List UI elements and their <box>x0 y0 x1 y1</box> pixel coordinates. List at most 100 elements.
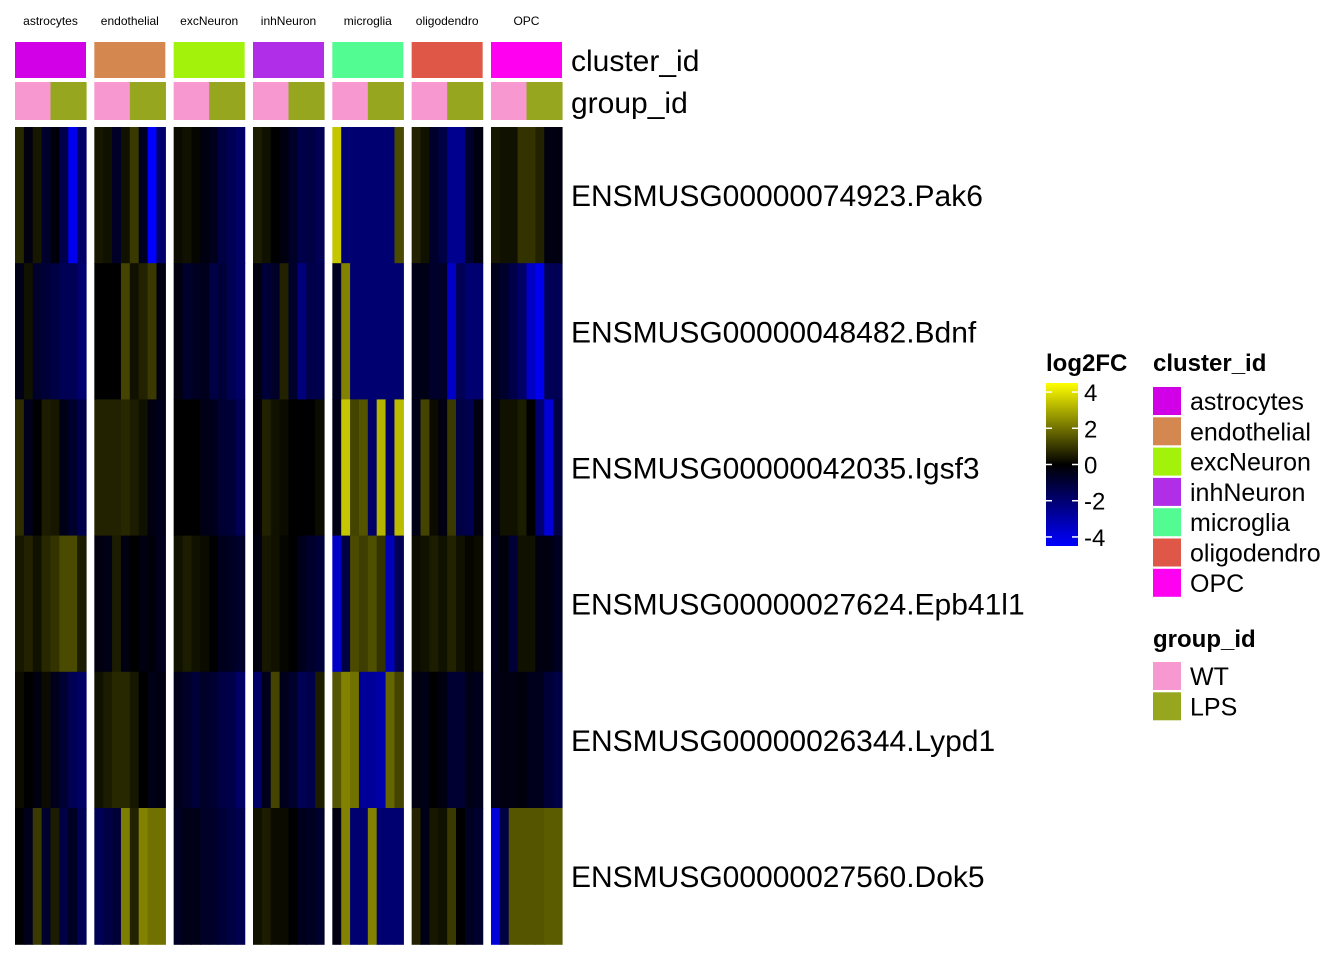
heatmap-cell <box>341 399 351 537</box>
heatmap-cell <box>332 671 342 809</box>
group-annotation-cell <box>438 82 448 120</box>
legend-label-microglia: microglia <box>1190 509 1290 537</box>
heatmap-cell <box>261 808 272 945</box>
heatmap-cell <box>297 535 307 673</box>
heatmap-cell <box>112 127 122 264</box>
heatmap-cell <box>226 808 237 945</box>
heatmap-cell <box>447 399 457 537</box>
heatmap-cell <box>261 263 272 400</box>
group-annotation-cell <box>173 82 184 120</box>
heatmap-cell <box>173 671 184 809</box>
heatmap-cell <box>429 399 439 537</box>
heatmap-cell <box>23 127 34 264</box>
heatmap-cell <box>332 808 342 945</box>
heatmap-cell <box>147 808 158 945</box>
group-annotation-cell <box>235 82 246 120</box>
heatmap-cell <box>376 263 387 400</box>
heatmap-cell <box>252 127 263 264</box>
heatmap-cell <box>332 399 342 537</box>
group-annotation-cell <box>182 82 193 120</box>
heatmap-cell <box>191 399 201 537</box>
heatmap-cell <box>226 263 237 400</box>
heatmap-cell <box>50 399 60 537</box>
heatmap-cell <box>499 671 510 809</box>
group-annotation-cell <box>473 82 484 120</box>
group-annotation-cell <box>279 82 290 120</box>
heatmap-cell <box>411 263 422 400</box>
cluster-annotation-astrocytes <box>15 42 86 78</box>
heatmap-cell <box>182 127 193 264</box>
heatmap-cell <box>544 263 554 400</box>
heatmap-cell <box>103 671 113 809</box>
heatmap-cell <box>59 535 69 673</box>
heatmap-cell <box>23 535 34 673</box>
heatmap-cell <box>41 535 52 673</box>
heatmap-cell <box>218 127 228 264</box>
group-annotation-cell <box>103 82 113 120</box>
group-annotation-cell <box>429 82 439 120</box>
heatmap-cell <box>120 671 131 809</box>
heatmap-cell <box>147 535 158 673</box>
column-label-microglia: microglia <box>344 14 392 28</box>
group-annotation-cell <box>464 82 475 120</box>
legend-swatch-LPS <box>1153 692 1181 721</box>
heatmap-cell <box>120 535 131 673</box>
heatmap-cell <box>226 671 237 809</box>
heatmap-cell <box>279 671 290 809</box>
heatmap-cell <box>218 808 228 945</box>
heatmap-cell <box>235 808 246 945</box>
heatmap-cell <box>50 671 60 809</box>
group-annotation-cell <box>350 82 360 120</box>
group-annotation-cell <box>297 82 307 120</box>
group-annotation-cell <box>420 82 430 120</box>
heatmap-cell <box>270 535 281 673</box>
heatmap-cell <box>358 399 369 537</box>
heatmap-cell <box>218 399 228 537</box>
heatmap-cell <box>411 671 422 809</box>
heatmap-cell <box>438 127 448 264</box>
heatmap-cell <box>394 127 404 264</box>
gene-label: ENSMUSG00000048482.Bdnf <box>571 316 977 349</box>
color-scale-tick-label: 4 <box>1084 380 1097 407</box>
group-annotation-cell <box>306 82 316 120</box>
heatmap-cell <box>535 671 545 809</box>
heatmap-cell <box>526 535 536 673</box>
heatmap-cell <box>59 671 69 809</box>
heatmap-cell <box>535 263 545 400</box>
annotation-name-cluster_id: cluster_id <box>571 45 699 78</box>
heatmap-cell <box>68 263 78 400</box>
heatmap-cell <box>191 127 201 264</box>
heatmap-cell <box>420 535 430 673</box>
group-annotation-cell <box>226 82 237 120</box>
gene-label: ENSMUSG00000027560.Dok5 <box>571 861 985 894</box>
heatmap-cell <box>553 535 563 673</box>
heatmap-cell <box>94 671 104 809</box>
heatmap-cell <box>429 535 439 673</box>
heatmap-cell <box>209 127 219 264</box>
heatmap-cell <box>129 808 140 945</box>
heatmap-cell <box>499 263 510 400</box>
heatmap-cell <box>252 263 263 400</box>
heatmap-cell <box>306 263 316 400</box>
column-label-excNeuron: excNeuron <box>180 14 238 28</box>
heatmap-cell <box>367 399 378 537</box>
heatmap-cell <box>297 127 307 264</box>
annotation-rows <box>15 42 563 120</box>
group-annotation-cell <box>261 82 272 120</box>
heatmap-cell <box>341 671 351 809</box>
heatmap-cell <box>252 671 263 809</box>
heatmap-cell <box>252 808 263 945</box>
group-annotation-cell <box>94 82 104 120</box>
heatmap-cell <box>226 535 237 673</box>
legend-swatch-OPC <box>1153 568 1181 597</box>
heatmap-cell <box>508 127 519 264</box>
heatmap-cell <box>490 671 501 809</box>
heatmap-cell <box>120 399 131 537</box>
heatmap-cell <box>456 399 466 537</box>
heatmap-cell <box>420 399 430 537</box>
heatmap-cell <box>200 263 210 400</box>
group-annotation-cell <box>23 82 34 120</box>
heatmap-cell <box>526 263 536 400</box>
heatmap-cell <box>464 127 475 264</box>
heatmap-cell <box>394 263 404 400</box>
